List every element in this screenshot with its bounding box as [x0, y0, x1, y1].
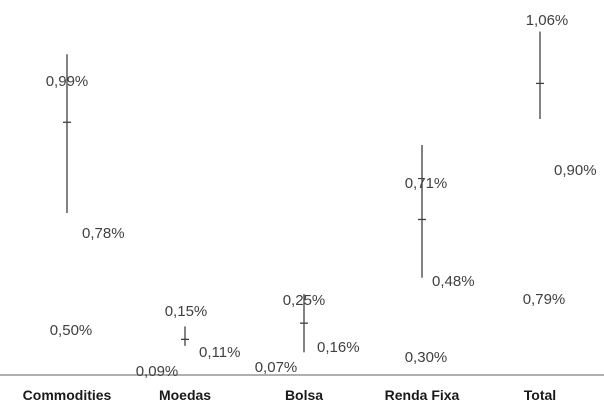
mid-label-commodities: 0,78%: [82, 225, 125, 242]
mid-label-renda-fixa: 0,48%: [432, 273, 475, 290]
chart-marks: 0,99% 0,50% 0,78% Commodities 0,15% 0,09% 0,11…: [23, 12, 597, 403]
high-label-total: 1,06%: [526, 12, 569, 29]
category-label-moedas: Moedas: [159, 387, 211, 403]
category-label-total: Total: [524, 387, 556, 403]
low-label-commodities: 0,50%: [50, 322, 93, 339]
low-label-total: 0,79%: [523, 291, 566, 308]
mid-label-total: 0,90%: [554, 162, 597, 179]
high-label-moedas: 0,15%: [165, 303, 208, 320]
high-label-commodities: 0,99%: [46, 73, 89, 90]
high-label-bolsa: 0,25%: [283, 292, 326, 309]
low-label-bolsa: 0,07%: [255, 359, 298, 376]
mid-label-moedas: 0,11%: [199, 344, 240, 361]
low-label-moedas: 0,09%: [136, 363, 179, 380]
category-label-renda-fixa: Renda Fixa: [385, 387, 460, 403]
mid-label-bolsa: 0,16%: [317, 339, 360, 356]
category-label-commodities: Commodities: [23, 387, 112, 403]
high-label-renda-fixa: 0,71%: [405, 175, 448, 192]
category-label-bolsa: Bolsa: [285, 387, 323, 403]
low-label-renda-fixa: 0,30%: [405, 349, 448, 366]
